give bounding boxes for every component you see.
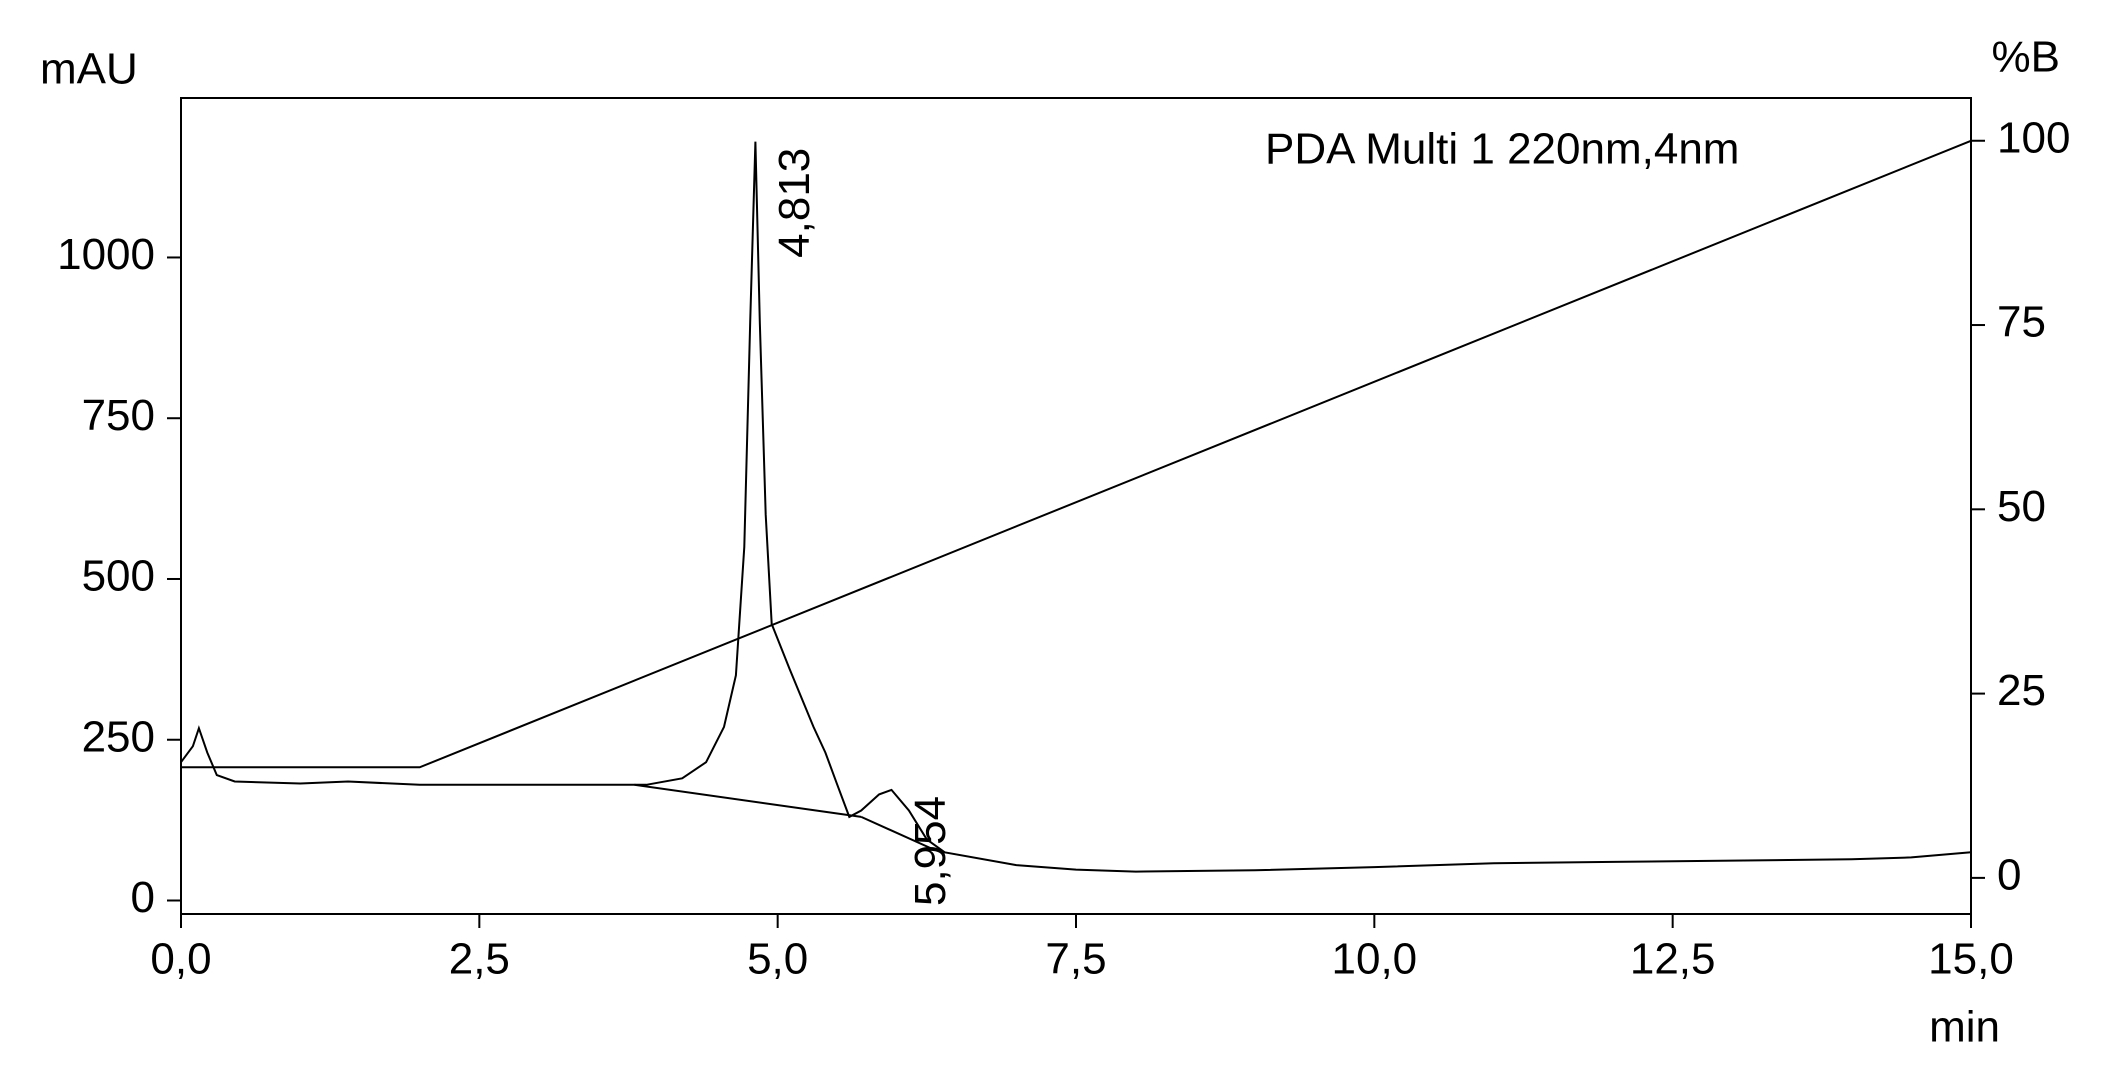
y2-tick-label: 0 — [1997, 851, 2021, 900]
x-tick-label: 0,0 — [150, 935, 211, 984]
y2-tick-label: 75 — [1997, 298, 2046, 347]
trace — [180, 141, 1972, 873]
x-tick-label: 12,5 — [1630, 935, 1716, 984]
y2-axis-label: %B — [1992, 33, 2060, 82]
y-tick-label: 1000 — [57, 230, 155, 279]
y2-tick-label: 100 — [1997, 113, 2070, 162]
trace — [860, 815, 934, 851]
trace — [181, 139, 1972, 769]
y-tick-label: 750 — [82, 391, 155, 440]
trace — [634, 783, 862, 818]
x-tick-label: 10,0 — [1332, 935, 1418, 984]
y-tick-label: 250 — [82, 712, 155, 761]
y2-tick-label: 50 — [1997, 482, 2046, 531]
peak-label: 5,954 — [906, 796, 955, 906]
y-axis-label: mAU — [40, 45, 138, 94]
x-tick-label: 7,5 — [1045, 935, 1106, 984]
peak-label: 4,813 — [770, 148, 819, 258]
plot-frame — [180, 97, 1972, 915]
x-tick-label: 15,0 — [1928, 935, 2014, 984]
y-tick-label: 0 — [131, 873, 155, 922]
detector-label: PDA Multi 1 220nm,4nm — [1265, 125, 1739, 174]
x-axis-label: min — [1929, 1003, 2000, 1052]
y-tick-label: 500 — [82, 552, 155, 601]
x-tick-label: 5,0 — [747, 935, 808, 984]
y2-tick-label: 25 — [1997, 666, 2046, 715]
x-tick-label: 2,5 — [449, 935, 510, 984]
